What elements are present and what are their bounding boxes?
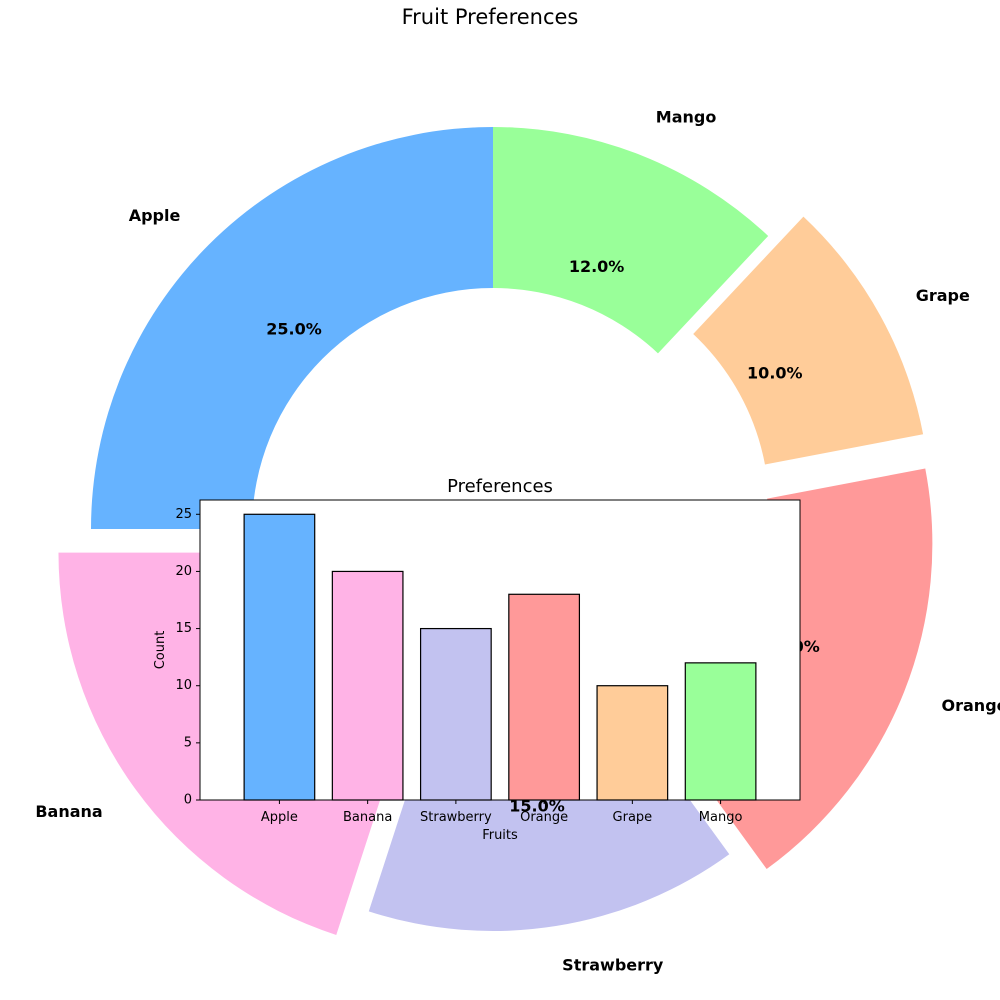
- bar-strawberry: [419, 627, 492, 801]
- percent-label-strawberry: 15.0%: [509, 796, 565, 815]
- y-axis: 0 5 10 15 20 25: [175, 507, 200, 808]
- inset-bar-chart: Preferences 0 5 10 15 20 25 Apple Banana Strawb…: [153, 476, 801, 843]
- slice-label-grape: Grape: [916, 286, 970, 305]
- pie-slice-apple: [91, 127, 493, 529]
- y-axis-label: Count: [153, 631, 168, 670]
- percent-label-grape: 10.0%: [747, 364, 803, 383]
- slice-label-banana: Banana: [35, 802, 102, 821]
- slice-label-orange: Orange: [942, 696, 1000, 715]
- slice-label-strawberry: Strawberry: [562, 955, 664, 974]
- y-tick-label: 0: [184, 793, 192, 808]
- bar-grape: [596, 685, 669, 801]
- bar-apple: [243, 513, 316, 801]
- y-tick-label: 5: [184, 735, 192, 750]
- pie-slice-grape: [693, 216, 924, 465]
- x-axis-label: Fruits: [482, 828, 518, 843]
- x-tick-label-banana: Banana: [343, 810, 392, 825]
- x-tick-label-apple: Apple: [261, 810, 298, 825]
- y-tick-label: 20: [175, 564, 192, 579]
- x-axis: Apple Banana Strawberry Orange Grape Mango: [261, 800, 743, 825]
- y-tick-label: 10: [175, 678, 192, 693]
- pie-slice-mango: [493, 127, 769, 354]
- slice-label-mango: Mango: [656, 107, 717, 126]
- pie-chart-title: Fruit Preferences: [402, 5, 579, 29]
- y-tick-label: 25: [175, 507, 192, 522]
- x-tick-label-mango: Mango: [699, 810, 743, 825]
- y-tick-label: 15: [175, 621, 192, 636]
- bar-orange: [508, 593, 581, 801]
- x-tick-label-grape: Grape: [613, 810, 653, 825]
- slice-label-apple: Apple: [129, 206, 181, 225]
- x-tick-label-orange: Orange: [520, 810, 568, 825]
- bar-banana: [331, 570, 404, 801]
- inset-plot-frame: [199, 499, 801, 801]
- percent-label-apple: 25.0%: [266, 320, 322, 339]
- inset-chart-title: Preferences: [447, 476, 553, 497]
- x-tick-label-strawberry: Strawberry: [420, 810, 492, 825]
- bar-mango: [684, 662, 757, 801]
- percent-label-mango: 12.0%: [569, 257, 625, 276]
